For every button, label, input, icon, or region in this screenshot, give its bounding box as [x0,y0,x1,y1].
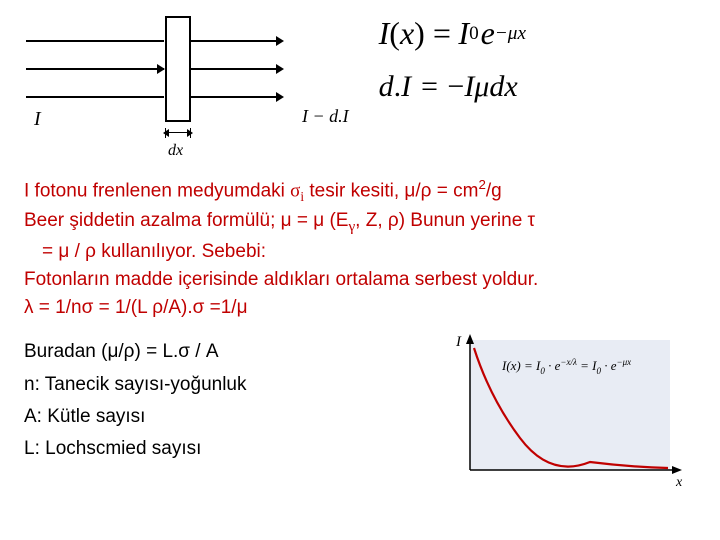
beam-line [191,68,277,70]
blacktext-2: n: Tanecik sayısı-yoğunluk [24,369,416,401]
arrow-icon [276,64,284,74]
redtext-line-2: Beer şiddetin azalma formülü; μ = μ (Eγ,… [24,208,696,237]
equation-1: I(x) = I0 e−μx [379,15,700,52]
arrow-icon [276,36,284,46]
redtext-line-3: = μ / ρ kullanılıyor. Sebebi: [24,239,696,265]
arrow-icon [276,92,284,102]
black-text-block: Buradan (μ/ρ) = L.σ / A n: Tanecik sayıs… [0,322,440,465]
decay-graph: I x I(x) = I0 · e−x/λ = I0 · e−μx [440,328,700,498]
beam-line [26,68,164,70]
redtext-line-1: I fotonu frenlenen medyumdaki σi tesir k… [24,176,696,206]
redtext-line-5: λ = 1/nσ = 1/(L ρ/A).σ =1/μ [24,295,696,321]
graph-xlabel: x [675,475,683,490]
lower-row: Buradan (μ/ρ) = L.σ / A n: Tanecik sayıs… [0,322,720,498]
beam-line [26,96,164,98]
label-I: I [34,108,41,131]
graph-svg: I x I(x) = I0 · e−x/λ = I0 · e−μx [440,328,700,498]
top-row: dx I I − d.I I(x) = I0 e−μx d.I = −Iμdx [0,0,720,170]
beam-line [191,96,277,98]
beam-line [191,40,277,42]
slab [165,16,191,122]
arrow-icon [157,64,165,74]
label-I-dI: I − d.I [302,106,349,127]
dx-label: dx [168,142,183,160]
blacktext-3: A: Kütle sayısı [24,401,416,433]
graph-ylabel: I [455,334,462,350]
equation-2: d.I = −Iμdx [379,70,700,104]
beam-line [26,40,164,42]
blacktext-4: L: Lochscmied sayısı [24,433,416,465]
equations: I(x) = I0 e−μx d.I = −Iμdx [379,10,700,104]
red-text-block: I fotonu frenlenen medyumdaki σi tesir k… [0,170,720,320]
redtext-line-4: Fotonların madde içerisinde aldıkları or… [24,267,696,293]
blacktext-1: Buradan (μ/ρ) = L.σ / A [24,336,416,368]
beam-diagram: dx I [20,10,300,170]
